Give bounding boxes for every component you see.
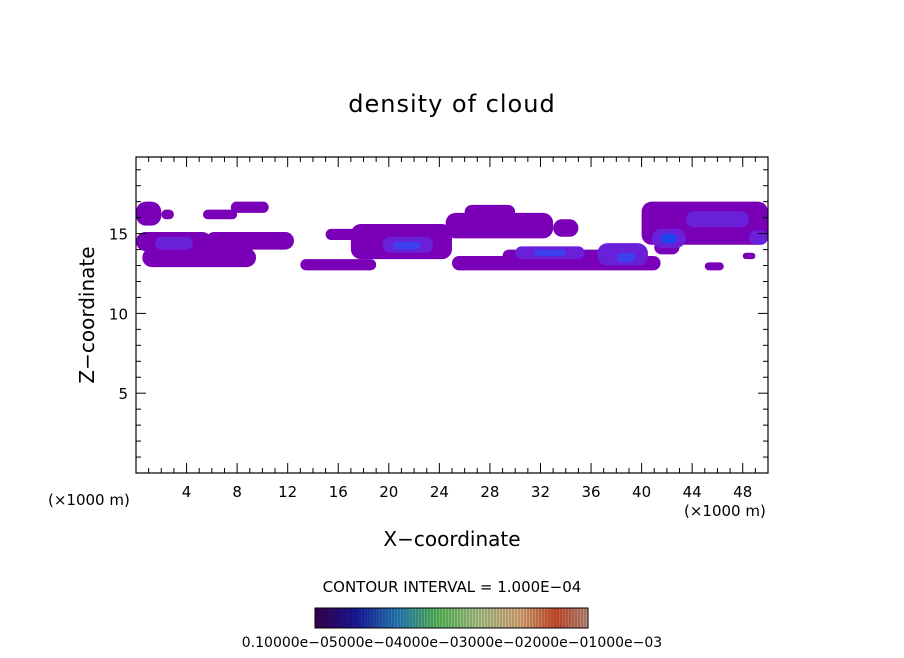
x-unit-left: (×1000 m) bbox=[48, 491, 130, 509]
x-tick-label: 16 bbox=[329, 483, 348, 501]
cloud-regions bbox=[136, 201, 768, 271]
cloud-region bbox=[205, 232, 294, 250]
cloud-region bbox=[392, 241, 421, 250]
x-tick-label: 28 bbox=[480, 483, 499, 501]
x-tick-label: 24 bbox=[430, 483, 449, 501]
cloud-region bbox=[660, 233, 677, 244]
cloud-region bbox=[230, 201, 269, 213]
colorbar-label: 0.10000e−05000e−04000e−03000e−02000e−010… bbox=[242, 635, 662, 651]
cloud-region bbox=[685, 211, 750, 228]
y-tick-label: 5 bbox=[118, 385, 128, 403]
x-tick-label: 36 bbox=[581, 483, 600, 501]
x-tick-label: 44 bbox=[683, 483, 702, 501]
y-axis-label: Z−coordinate bbox=[75, 246, 99, 383]
chart-title: density of cloud bbox=[348, 90, 555, 118]
cloud-region bbox=[136, 201, 162, 226]
cloud-region bbox=[161, 209, 174, 220]
x-tick-label: 48 bbox=[733, 483, 752, 501]
x-tick-label: 40 bbox=[632, 483, 651, 501]
y-tick-label: 10 bbox=[109, 305, 128, 323]
colorbar bbox=[314, 607, 589, 629]
y-axis-ticks: 5 10 15 bbox=[109, 169, 768, 458]
cloud-region bbox=[202, 209, 238, 220]
x-tick-label: 20 bbox=[379, 483, 398, 501]
cloud-region bbox=[742, 252, 756, 260]
cloud-region bbox=[300, 259, 377, 271]
x-axis-label: X−coordinate bbox=[383, 527, 520, 551]
x-tick-label: 32 bbox=[531, 483, 550, 501]
contour-interval-label: CONTOUR INTERVAL = 1.000E−04 bbox=[323, 578, 582, 596]
x-tick-label: 12 bbox=[278, 483, 297, 501]
cloud-region bbox=[553, 219, 579, 237]
cloud-region bbox=[704, 262, 724, 271]
cloud-region bbox=[464, 204, 516, 220]
x-axis-ticks: 4 8 12 16 20 24 28 32 36 40 44 48 bbox=[148, 157, 756, 501]
x-tick-label: 8 bbox=[232, 483, 242, 501]
cloud-region bbox=[749, 230, 768, 245]
cloud-region bbox=[142, 247, 257, 268]
cloud-region bbox=[616, 252, 636, 263]
colorbar-stripes bbox=[317, 608, 586, 628]
y-tick-label: 15 bbox=[109, 226, 128, 244]
x-tick-label: 4 bbox=[182, 483, 192, 501]
cloud-region bbox=[534, 249, 566, 256]
x-unit-right: (×1000 m) bbox=[684, 502, 766, 520]
cloud-region bbox=[154, 236, 193, 250]
